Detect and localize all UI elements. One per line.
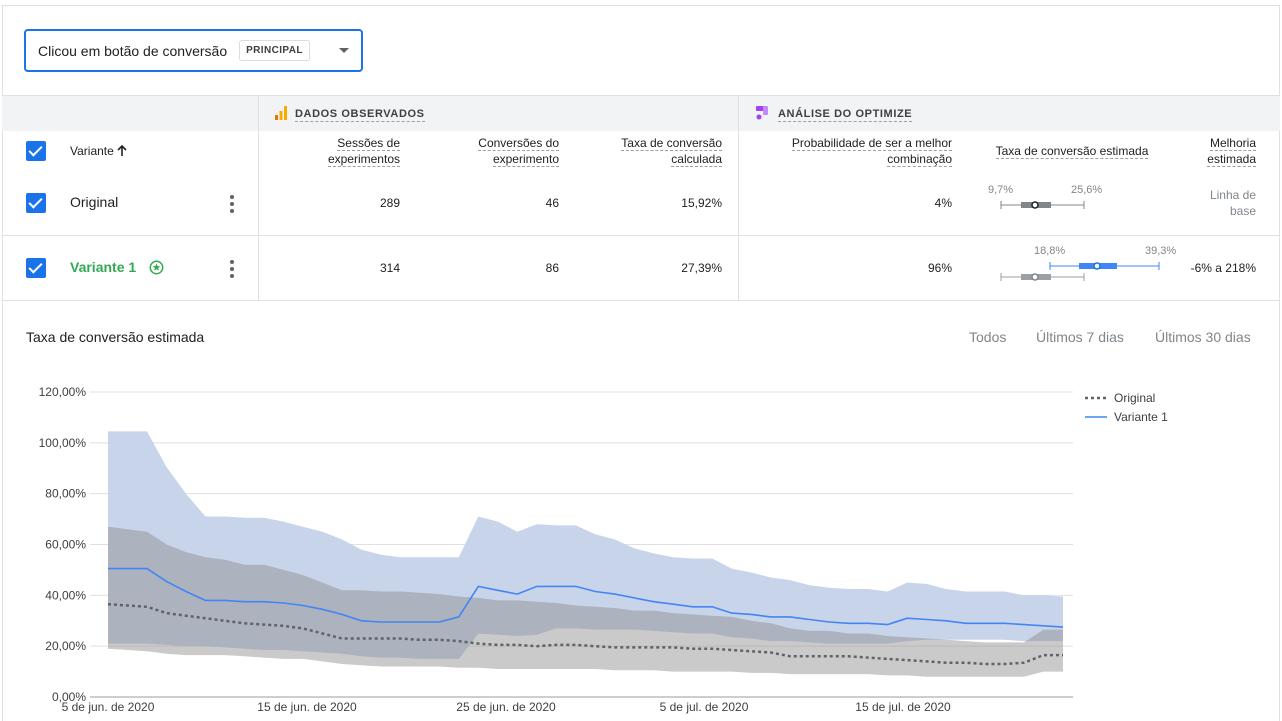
sessions-value: 289 (379, 196, 400, 210)
variant1-confidence-band (108, 431, 1063, 659)
legend-label-variant1: Variante 1 (1114, 410, 1168, 424)
range-high-label: 25,6% (1071, 184, 1103, 196)
y-tick-label: 80,00% (45, 487, 86, 501)
variant1-checkbox[interactable] (26, 258, 46, 278)
improvement-value: -6% a 218% (1190, 261, 1256, 275)
legend-label-original: Original (1114, 391, 1155, 405)
x-tick-label: 15 de jun. de 2020 (257, 700, 357, 714)
prob-header-line1: Probabilidade de ser a melhor (791, 136, 952, 151)
conversions-header-line2: experimento (492, 152, 559, 167)
observed-data-label: DADOS OBSERVADOS (295, 107, 425, 122)
original-line (107, 602, 1063, 666)
conversion-rate-header[interactable]: Taxa de conversão calculada (592, 135, 722, 167)
bar-chart-icon (275, 106, 287, 123)
divider (2, 235, 1280, 236)
rate-value: 27,39% (681, 261, 722, 275)
y-tick-label: 40,00% (45, 588, 86, 602)
goal-selector-dropdown[interactable]: Clicou em botão de conversão PRINCIPAL (24, 29, 363, 72)
range-low-label: 9,7% (988, 184, 1014, 196)
chevron-down-icon (339, 48, 349, 53)
y-tick-label: 0,00% (52, 690, 86, 704)
baseline-line2: base (1229, 204, 1256, 218)
improvement-header[interactable]: Melhoria estimada (1176, 135, 1256, 167)
conversions-header-line1: Conversões do (478, 136, 559, 151)
observed-data-group: DADOS OBSERVADOS (275, 106, 425, 123)
rate-value: 15,92% (681, 196, 722, 210)
optimize-logo-icon (756, 106, 770, 123)
sessions-header-line2: experimentos (327, 152, 400, 167)
improvement-baseline: Linha de base (1176, 187, 1256, 219)
x-tick-label: 5 de jul. de 2020 (660, 700, 749, 714)
range-low-label: 18,8% (1034, 245, 1066, 257)
y-tick-label: 120,00% (39, 385, 87, 399)
variant-header-label: Variante (70, 144, 114, 158)
table-group-header (2, 95, 1280, 131)
chart-title: Taxa de conversão estimada (26, 329, 205, 345)
range-7-days-button[interactable]: Últimos 7 dias (1036, 329, 1124, 345)
variant1-range-boxplot (1000, 262, 1160, 281)
rate-header-line1: Taxa de conversão (621, 136, 722, 151)
prob-header-line2: combinação (887, 152, 952, 167)
y-tick-label: 100,00% (39, 436, 87, 450)
leader-star-icon (149, 260, 164, 275)
original-checkbox[interactable] (26, 193, 46, 213)
variant-name: Variante 1 (70, 259, 137, 275)
conversions-value: 46 (545, 196, 559, 210)
improve-header-line1: Melhoria (1209, 136, 1256, 151)
sessions-value: 314 (379, 261, 400, 275)
probability-value: 4% (934, 196, 952, 210)
sessions-header[interactable]: Sessões de experimentos (290, 135, 400, 167)
range-30-days-button[interactable]: Últimos 30 dias (1155, 329, 1251, 345)
y-tick-label: 20,00% (45, 639, 86, 653)
divider (738, 95, 739, 301)
variant1-line (108, 567, 1064, 628)
range-all-button[interactable]: Todos (969, 329, 1007, 345)
conversions-value: 86 (545, 261, 559, 275)
improve-header-line2: estimada (1207, 152, 1256, 167)
x-tick-label: 25 de jun. de 2020 (456, 700, 556, 714)
probability-value: 96% (927, 261, 952, 275)
range-high-label: 39,3% (1145, 245, 1177, 257)
est-rate-header-label: Taxa de conversão estimada (995, 144, 1149, 159)
more-vert-icon[interactable] (230, 260, 234, 281)
optimize-analysis-group: ANÁLISE DO OPTIMIZE (756, 106, 913, 123)
x-tick-label: 15 de jul. de 2020 (855, 700, 951, 714)
sessions-header-line1: Sessões de (337, 136, 400, 151)
probability-header[interactable]: Probabilidade de ser a melhor combinação (772, 135, 952, 167)
sort-arrow-up-icon (117, 145, 127, 156)
conversions-header[interactable]: Conversões do experimento (440, 135, 559, 167)
goal-name: Clicou em botão de conversão (38, 42, 228, 59)
divider (2, 300, 1280, 301)
primary-badge: PRINCIPAL (239, 40, 310, 61)
more-vert-icon[interactable] (230, 195, 234, 216)
conversion-rate-chart: 0,00% 20,00% 40,00% 60,00% 80,00% 100,00% 120,… (39, 385, 1169, 714)
estimated-rate-header[interactable]: Taxa de conversão estimada (984, 143, 1160, 159)
select-all-checkbox[interactable] (26, 141, 46, 161)
divider (258, 95, 259, 301)
variant-name: Original (70, 194, 119, 210)
optimize-analysis-label: ANÁLISE DO OPTIMIZE (778, 107, 913, 122)
x-tick-label: 5 de jun. de 2020 (62, 700, 155, 714)
baseline-line1: Linha de (1209, 188, 1256, 202)
original-range-boxplot (1000, 201, 1085, 209)
rate-header-line2: calculada (671, 152, 722, 167)
y-tick-label: 60,00% (45, 538, 86, 552)
variant-column-header[interactable]: Variante (70, 144, 128, 158)
